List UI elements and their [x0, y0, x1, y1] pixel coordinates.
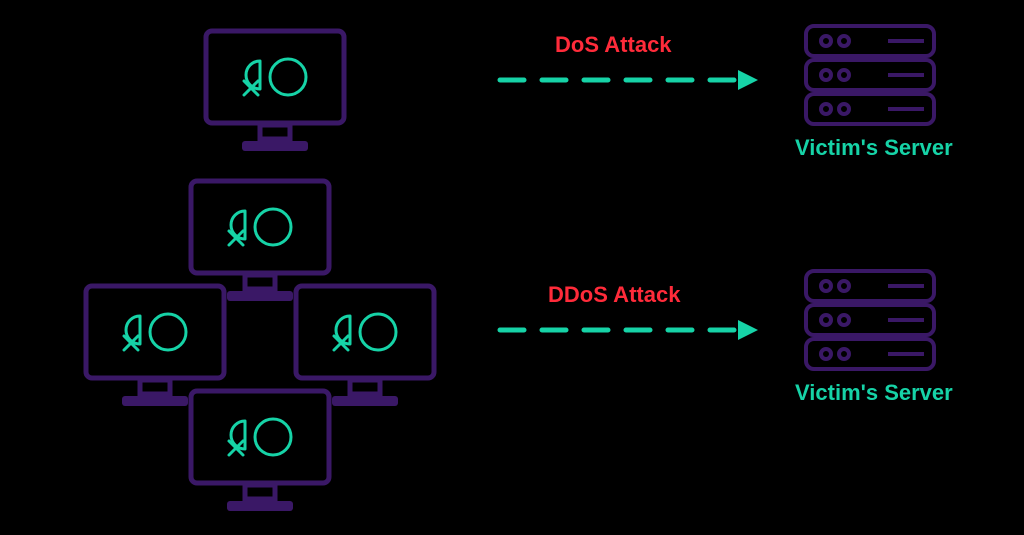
monitor-icon [200, 25, 350, 155]
ddos-victim-server [800, 265, 940, 375]
dos-victim-server [800, 20, 940, 130]
diagram-canvas: DoS Attack Victim's Server [0, 0, 1024, 535]
server-icon [800, 265, 940, 375]
dos-attack-label: DoS Attack [555, 32, 672, 58]
dos-attacker-monitor [200, 25, 350, 155]
monitor-icon [185, 385, 335, 515]
ddos-server-label: Victim's Server [795, 380, 953, 406]
dos-server-label: Victim's Server [795, 135, 953, 161]
server-icon [800, 20, 940, 130]
ddos-monitor-3 [185, 385, 335, 515]
ddos-attack-label: DDoS Attack [548, 282, 680, 308]
